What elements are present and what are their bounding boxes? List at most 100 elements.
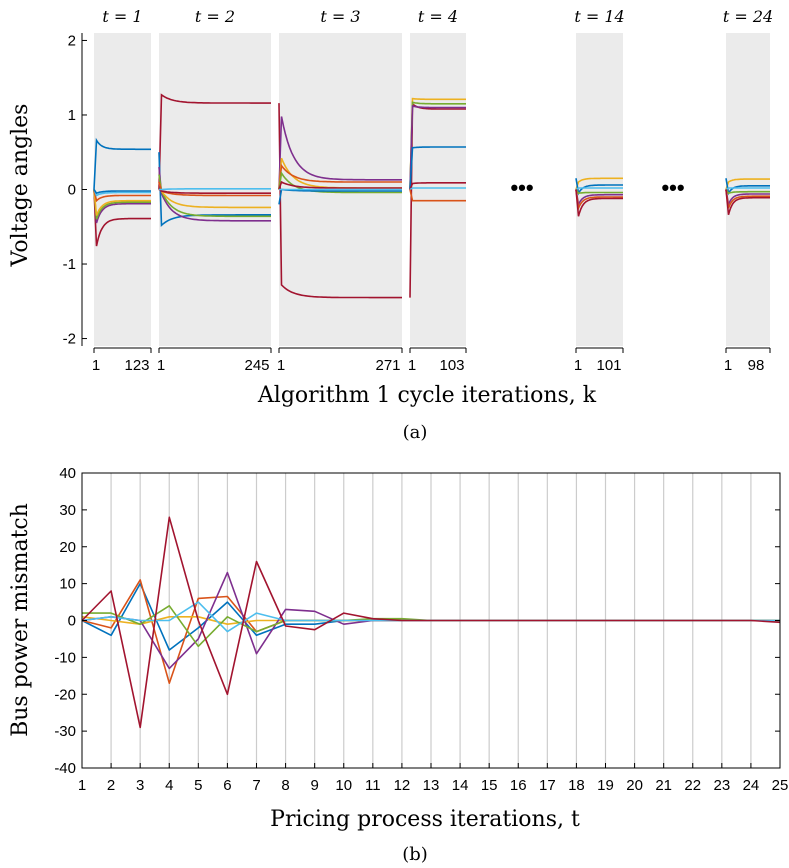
xtick-label-16: 16 xyxy=(510,777,527,794)
panel-bg-t4 xyxy=(410,33,466,346)
xtick-label-19: 19 xyxy=(597,777,614,794)
voltage-y-label: Voltage angles xyxy=(8,104,33,268)
mismatch-ytick-label: 30 xyxy=(59,502,76,519)
series-t14-0 xyxy=(575,177,623,190)
mismatch-ytick-label: -30 xyxy=(54,723,76,740)
tick-last-t1: 123 xyxy=(124,357,149,374)
series-t2-3 xyxy=(158,174,271,218)
xtick-label-14: 14 xyxy=(452,777,469,794)
xtick-label-11: 11 xyxy=(365,777,381,794)
mismatch-ytick-label: 40 xyxy=(59,465,76,482)
series-t1-2 xyxy=(93,189,151,224)
tick-last-t24: 98 xyxy=(748,357,765,374)
mismatch-series xyxy=(81,516,781,729)
panel-bg-t14 xyxy=(576,33,623,346)
time-step-titles: t = 1 t = 2 t = 3 t = 4 t = 14 t = 24 xyxy=(102,7,773,26)
mismatch-ytick-label: 20 xyxy=(59,539,76,556)
voltage-ytick-label: -1 xyxy=(63,256,76,273)
series-t1-6 xyxy=(93,189,151,197)
xtick-label-25: 25 xyxy=(772,777,789,794)
xtick-label-24: 24 xyxy=(743,777,760,794)
xtick-label-13: 13 xyxy=(423,777,440,794)
panel-title-t2: t = 2 xyxy=(195,7,235,26)
xtick-label-5: 5 xyxy=(194,777,202,794)
xtick-label-8: 8 xyxy=(281,777,289,794)
series-t2-5 xyxy=(158,181,271,197)
series-t3-3 xyxy=(278,163,402,190)
xtick-label-17: 17 xyxy=(539,777,556,794)
panel-title-t4: t = 4 xyxy=(418,7,458,26)
series-t14-4 xyxy=(575,189,623,208)
tick-last-t3: 271 xyxy=(375,357,400,374)
series-t2-6 xyxy=(158,188,271,194)
voltage-x-label: Algorithm 1 cycle iterations, k xyxy=(257,383,597,408)
tick-first-t1: 1 xyxy=(92,357,100,374)
series-t2-0 xyxy=(158,93,271,190)
series-t14-2 xyxy=(575,187,623,191)
xtick-label-20: 20 xyxy=(626,777,643,794)
caption-b: (b) xyxy=(402,844,428,865)
xtick-label-18: 18 xyxy=(568,777,585,794)
pricing-x-ticks: 1 2 3 4 5 6 7 8 9 10 11 12 13 14 15 16 17 18 19 20 21 22 23 24 2… xyxy=(78,763,789,794)
mismatch-ytick-label: -20 xyxy=(54,686,76,703)
xtick-label-1: 1 xyxy=(78,777,86,794)
series-t3-1 xyxy=(278,116,402,190)
series-t14-3 xyxy=(575,189,623,195)
series-t2-4 xyxy=(158,181,271,209)
series-t1-1 xyxy=(93,189,151,247)
mismatch-ytick-label: 0 xyxy=(68,613,76,630)
series-t24-5 xyxy=(725,189,770,209)
xtick-label-7: 7 xyxy=(252,777,260,794)
xtick-label-4: 4 xyxy=(165,777,173,794)
series-t4-3 xyxy=(409,104,466,190)
series-t4-6 xyxy=(409,187,466,191)
series-t4-7 xyxy=(409,189,466,202)
voltage-ytick-label: 0 xyxy=(68,182,76,199)
xtick-label-12: 12 xyxy=(394,777,411,794)
caption-a: (a) xyxy=(403,422,428,443)
series-t14-1 xyxy=(575,178,623,196)
series-t14-5 xyxy=(575,189,623,212)
series-t3-4 xyxy=(278,170,402,194)
mismatch-ytick-label: 10 xyxy=(59,576,76,593)
xtick-label-6: 6 xyxy=(223,777,231,794)
series-t4-4 xyxy=(409,146,466,190)
series-t4-5 xyxy=(409,182,466,190)
voltage-y-ticks: -2 -1 0 1 2 xyxy=(63,32,87,348)
tick-first-t2: 1 xyxy=(157,357,165,374)
series-t1-7 xyxy=(93,189,151,195)
series-t1-4 xyxy=(93,189,151,216)
xtick-label-23: 23 xyxy=(713,777,730,794)
tick-first-t4: 1 xyxy=(408,357,416,374)
tick-last-t14: 101 xyxy=(596,357,621,374)
panel-bg-t24 xyxy=(726,33,770,346)
panel-title-t3: t = 3 xyxy=(320,7,360,26)
voltage-angle-chart: t = 1 t = 2 t = 3 t = 4 t = 14 t = 24 1 123 1 24… xyxy=(8,7,773,443)
tick-first-t24: 1 xyxy=(724,357,732,374)
series-t2-1 xyxy=(158,152,271,228)
tick-first-t3: 1 xyxy=(277,357,285,374)
xtick-label-9: 9 xyxy=(310,777,318,794)
tick-last-t4: 103 xyxy=(439,357,464,374)
series-t3-5 xyxy=(278,180,402,190)
series-t2-2 xyxy=(158,167,271,222)
series-t3-6 xyxy=(278,188,402,205)
mismatch-x-label: Pricing process iterations, t xyxy=(270,807,580,832)
panel-bg-t1 xyxy=(94,33,151,346)
series-t14-6 xyxy=(575,189,623,217)
series-t1-0 xyxy=(93,137,151,190)
iteration-tick-labels: 1 123 1 245 1 271 1 103 1 101 1 98 xyxy=(92,357,765,374)
series-t4-1 xyxy=(409,97,466,190)
tick-first-t14: 1 xyxy=(574,357,582,374)
panel-title-t14: t = 14 xyxy=(574,7,624,26)
tick-last-t2: 245 xyxy=(244,357,269,374)
series-t3-0 xyxy=(278,103,402,299)
voltage-angle-series xyxy=(93,93,770,299)
series-t1-3 xyxy=(93,189,151,220)
voltage-ytick-label: 2 xyxy=(68,32,76,49)
series-t1-5 xyxy=(93,189,151,203)
ellipsis-2: ••• xyxy=(661,175,684,200)
series-t24-0 xyxy=(725,178,770,190)
